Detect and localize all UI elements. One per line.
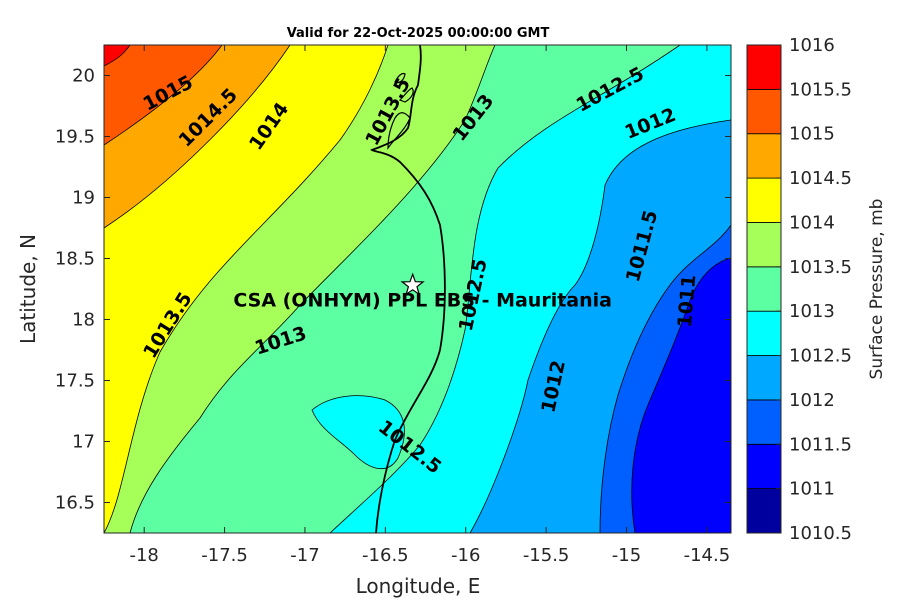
colorbar-segment <box>746 44 782 90</box>
colorbar-frame <box>746 44 782 534</box>
contour-line <box>104 45 731 533</box>
y-tick-label: 19 <box>72 188 95 209</box>
colorbar-segment <box>746 177 782 223</box>
site-label: CSA (ONHYM) PPL EBS - Mauritania <box>233 289 612 311</box>
coastline <box>370 45 446 533</box>
banc-arguin-islands <box>387 72 414 150</box>
colorbar-tick-label: 1012 <box>789 390 835 411</box>
contour-line <box>104 45 731 533</box>
x-axis: -18 -17.5 -17 -16.5 -16 -15.5 -15 -14.5 <box>129 45 730 566</box>
x-axis-label: Longitude, E <box>356 574 481 598</box>
colorbar-segment <box>746 133 782 179</box>
contour-label: 1011 <box>674 274 701 329</box>
x-tick-label: -16 <box>451 545 480 566</box>
contour-line <box>469 119 731 533</box>
x-tick-label: -14.5 <box>684 545 731 566</box>
colorbar-segment <box>746 355 782 401</box>
y-tick-label: 17 <box>72 432 95 453</box>
colorbar-tick-label: 1015.5 <box>789 79 852 100</box>
contour-line <box>129 45 731 533</box>
colorbar-segment <box>746 443 782 490</box>
contour-line <box>631 257 731 533</box>
y-axis: 16.5 17 17.5 18 18.5 19 19.5 20 <box>55 66 731 514</box>
contour-line <box>104 45 731 533</box>
x-tick-label: -15.5 <box>523 545 570 566</box>
contour-line <box>329 45 731 533</box>
x-tick-label: -15 <box>612 545 641 566</box>
y-tick-label: 16.5 <box>55 493 95 514</box>
colorbar-segment <box>746 222 782 268</box>
y-tick-label: 18.5 <box>55 249 95 270</box>
y-tick-label: 19.5 <box>55 127 95 148</box>
x-tick-label: -16.5 <box>362 545 409 566</box>
band-1010.5-1011 <box>631 258 731 533</box>
y-tick-label: 17.5 <box>55 371 95 392</box>
y-tick-label: 20 <box>72 66 95 87</box>
colorbar-segment <box>746 88 782 135</box>
band-1012.5-tongue <box>312 395 405 469</box>
colorbar-segment <box>746 488 782 534</box>
y-tick-label: 18 <box>72 310 95 331</box>
contour-line <box>104 45 731 533</box>
x-tick-label: -17 <box>290 545 319 566</box>
colorbar-tick-label: 1013.5 <box>789 257 852 278</box>
colorbar-tick-label: 1014.5 <box>789 168 852 189</box>
colorbar-tick-label: 1011 <box>789 479 835 500</box>
contour-lines <box>104 45 731 533</box>
x-tick-label: -18 <box>129 545 158 566</box>
y-axis-label: Latitude, N <box>16 234 40 344</box>
colorbar-tick-label: 1014 <box>789 212 835 233</box>
colorbar-segment <box>746 399 782 445</box>
colorbar-tick-label: 1012.5 <box>789 346 852 367</box>
colorbar-tick-label: 1013 <box>789 301 835 322</box>
colorbar-tick-label: 1010.5 <box>789 523 852 544</box>
axes-frame <box>103 44 732 534</box>
x-tick-label: -17.5 <box>201 545 248 566</box>
colorbar-tick-label: 1015 <box>789 124 835 145</box>
colorbar-label: Surface Pressure, mb <box>867 199 887 380</box>
colorbar-segment <box>746 266 782 312</box>
figure-title: Valid for 22-Oct-2025 00:00:00 GMT <box>287 26 550 41</box>
colorbar-tick-label: 1011.5 <box>789 434 852 455</box>
site-star-icon <box>400 272 425 296</box>
colorbar-segment <box>746 310 782 356</box>
colorbar: 1016 1015.5 1015 1014.5 1014 1013.5 1013 1012.5… <box>746 35 852 544</box>
contour-line <box>311 395 405 469</box>
colorbar-tick-label: 1016 <box>789 35 835 56</box>
contour-line <box>599 224 731 533</box>
